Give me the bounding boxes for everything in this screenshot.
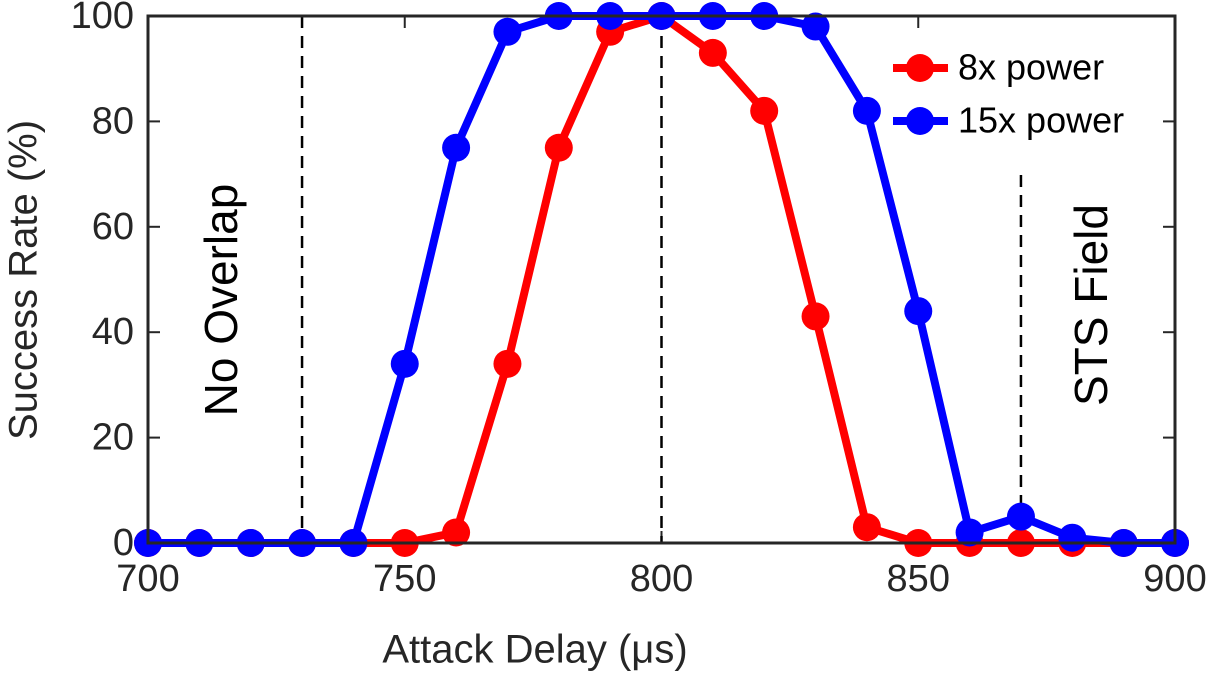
data-point xyxy=(493,17,522,46)
x-tick-label: 700 xyxy=(116,558,179,600)
data-point xyxy=(698,38,727,67)
data-point xyxy=(442,133,471,162)
x-axis-label: Attack Delay (μs) xyxy=(382,628,687,672)
y-tick-label: 40 xyxy=(92,311,134,353)
legend-marker xyxy=(906,107,934,135)
data-point xyxy=(750,96,779,125)
data-point xyxy=(493,349,522,378)
y-axis-label: Success Rate (%) xyxy=(2,120,46,440)
y-tick-label: 0 xyxy=(113,522,134,564)
y-tick-label: 100 xyxy=(71,0,134,37)
data-point xyxy=(801,12,830,41)
x-tick-label: 800 xyxy=(630,558,693,600)
data-point xyxy=(955,518,984,547)
legend-label: 8x power xyxy=(958,47,1104,88)
data-point xyxy=(390,349,419,378)
x-tick-label: 900 xyxy=(1143,558,1206,600)
plot-frame xyxy=(146,14,1177,545)
data-point xyxy=(442,518,471,547)
y-tick-label: 80 xyxy=(92,100,134,142)
data-point xyxy=(1058,523,1087,552)
data-point xyxy=(852,513,881,542)
data-point xyxy=(904,297,933,326)
x-tick-label: 850 xyxy=(887,558,950,600)
legend-label: 15x power xyxy=(958,100,1124,141)
legend-marker xyxy=(906,54,934,82)
data-point xyxy=(544,133,573,162)
annotation: No Overlap xyxy=(195,184,247,417)
data-point xyxy=(852,96,881,125)
annotation: STS Field xyxy=(1065,204,1117,406)
data-point xyxy=(1006,502,1035,531)
data-point xyxy=(801,302,830,331)
y-tick-label: 60 xyxy=(92,206,134,248)
x-tick-label: 750 xyxy=(373,558,436,600)
y-tick-label: 20 xyxy=(92,417,134,459)
